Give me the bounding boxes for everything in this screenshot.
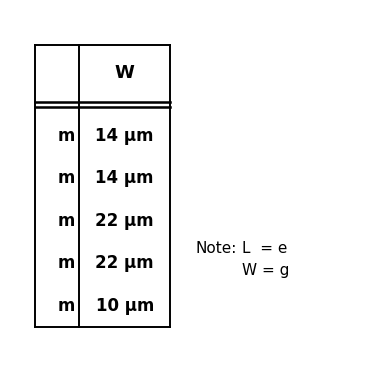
- Text: 14 μm: 14 μm: [95, 127, 154, 145]
- Text: 14 μm: 14 μm: [95, 169, 154, 187]
- Text: m: m: [58, 297, 75, 315]
- Text: m: m: [58, 169, 75, 187]
- Text: m: m: [58, 127, 75, 145]
- Text: W = g: W = g: [242, 263, 289, 278]
- Text: 22 μm: 22 μm: [95, 212, 154, 230]
- Text: Note:: Note:: [196, 241, 237, 256]
- Text: m: m: [58, 212, 75, 230]
- Text: m: m: [58, 255, 75, 272]
- Text: 22 μm: 22 μm: [95, 255, 154, 272]
- Text: 10 μm: 10 μm: [96, 297, 154, 315]
- Text: W: W: [115, 64, 135, 82]
- Text: L  = e: L = e: [242, 241, 287, 256]
